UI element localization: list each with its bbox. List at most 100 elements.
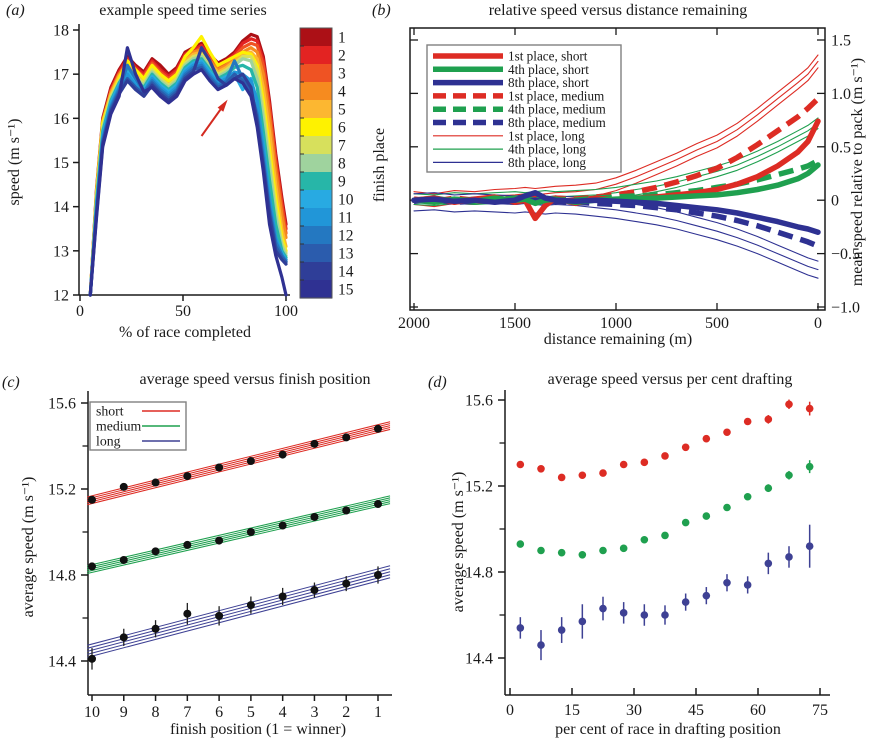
x-tick-label: 9 <box>120 704 128 721</box>
data-point-medium <box>578 551 587 559</box>
x-tick-label: 4 <box>279 704 287 721</box>
x-tick-label: 2 <box>342 704 350 721</box>
y-tick-label: 15.6 <box>465 393 493 410</box>
legend-label: 4th place, short <box>508 62 589 77</box>
data-point-long <box>764 559 773 568</box>
y-tick-label: 0.5 <box>831 139 851 156</box>
data-point-short <box>743 417 752 426</box>
fit-line-medium <box>87 497 391 569</box>
colorbar-label: finish place <box>371 127 388 203</box>
colorbar-segment <box>300 244 332 263</box>
x-tick-label: 1500 <box>499 315 531 332</box>
y-tick-label: 15.6 <box>48 396 76 413</box>
colorbar-segment <box>300 226 332 245</box>
data-point-long <box>661 611 669 619</box>
data-point-medium <box>516 540 525 548</box>
data-point-medium <box>151 547 160 556</box>
fit-line-medium <box>87 495 391 567</box>
data-point-short <box>599 469 607 477</box>
data-point-short <box>374 424 382 433</box>
fit-line-medium <box>87 503 391 575</box>
y-tick-label: 14 <box>53 199 69 216</box>
y-tick-label: 15 <box>53 155 69 172</box>
data-point-medium <box>764 484 773 492</box>
data-point-medium <box>278 521 287 530</box>
data-point-short <box>310 439 319 448</box>
data-point-medium <box>785 471 793 480</box>
colorbar-tick-label: 4 <box>338 84 346 101</box>
data-point-long <box>516 624 525 632</box>
data-point-medium <box>119 555 128 564</box>
colorbar-tick-label: 2 <box>338 48 346 65</box>
panel-letter-b: (b) <box>372 2 391 19</box>
x-tick-label: 45 <box>688 702 704 719</box>
panel-b-title: relative speed versus distance remaining <box>488 2 748 19</box>
x-tick-label: 3 <box>310 704 318 721</box>
panel-letter-d: (d) <box>428 374 447 391</box>
x-tick-label: 0 <box>506 702 514 719</box>
colorbar-tick-label: 3 <box>338 66 346 83</box>
y-tick-label: 16 <box>53 111 69 128</box>
fit-line-short <box>87 428 391 506</box>
y-tick-label: 12 <box>53 288 69 305</box>
y-tick-label: 1.0 <box>831 86 851 103</box>
x-tick-label: 60 <box>750 702 766 719</box>
x-tick-label: 500 <box>705 315 729 332</box>
data-point-medium <box>557 548 566 557</box>
legend-label: 4th place, long <box>508 142 586 157</box>
data-point-short <box>661 452 669 460</box>
data-point-long <box>619 609 628 617</box>
colorbar-tick-label: 10 <box>338 192 354 209</box>
data-point-short <box>151 478 160 487</box>
colorbar-tick-label: 11 <box>338 210 353 227</box>
data-point-long <box>374 571 382 579</box>
fit-line-long <box>87 568 391 649</box>
x-tick-label: 7 <box>183 704 191 721</box>
data-point-long <box>805 542 814 550</box>
x-tick-label: 2000 <box>398 315 430 332</box>
fit-line-medium <box>87 501 391 573</box>
data-point-long <box>246 601 255 610</box>
data-point-short <box>640 458 649 467</box>
legend-label: long <box>96 434 121 449</box>
data-point-short <box>805 404 814 413</box>
fit-line-short <box>87 425 391 502</box>
x-tick-label: 15 <box>564 702 580 719</box>
y-tick-label: 0 <box>831 193 839 210</box>
y-tick-label: 15.2 <box>465 479 493 496</box>
x-tick-label: 0 <box>814 315 822 332</box>
data-point-short <box>681 443 690 452</box>
legend-label: short <box>96 404 124 419</box>
legend-label: 1st place, medium <box>508 88 605 103</box>
colorbar-segment <box>300 28 332 47</box>
data-point-medium <box>723 503 731 512</box>
data-point-medium <box>702 512 711 520</box>
y-tick-label: −1.0 <box>831 300 860 317</box>
x-tick-label: 5 <box>247 704 255 721</box>
data-point-long <box>557 626 566 634</box>
colorbar-tick-label: 1 <box>338 30 346 47</box>
speed-curve-place-15 <box>88 46 288 297</box>
colorbar-segment <box>300 118 332 137</box>
fit-line-short <box>87 427 391 504</box>
colorbar-tick-label: 7 <box>338 138 346 155</box>
y-tick-label: −0.5 <box>831 246 860 263</box>
fit-line-medium <box>87 499 391 571</box>
y-tick-label: 13 <box>53 243 69 260</box>
data-point-short <box>342 433 351 442</box>
legend-label: medium <box>96 419 141 434</box>
colorbar-tick-label: 8 <box>338 156 346 173</box>
data-point-short <box>246 457 255 466</box>
legend-label: 1st place, long <box>508 128 585 143</box>
colorbar-tick-label: 5 <box>338 102 346 119</box>
series-8th place, short <box>411 189 821 235</box>
data-point-medium <box>310 512 319 521</box>
data-point-long <box>640 611 649 619</box>
data-point-long <box>310 586 319 595</box>
panel-b-ylabel-right: mean speed relative to pack (m s⁻¹) <box>849 57 866 287</box>
colorbar-tick-label: 6 <box>338 120 346 137</box>
legend-label: 8th place, medium <box>508 115 607 130</box>
data-point-long <box>681 598 690 606</box>
